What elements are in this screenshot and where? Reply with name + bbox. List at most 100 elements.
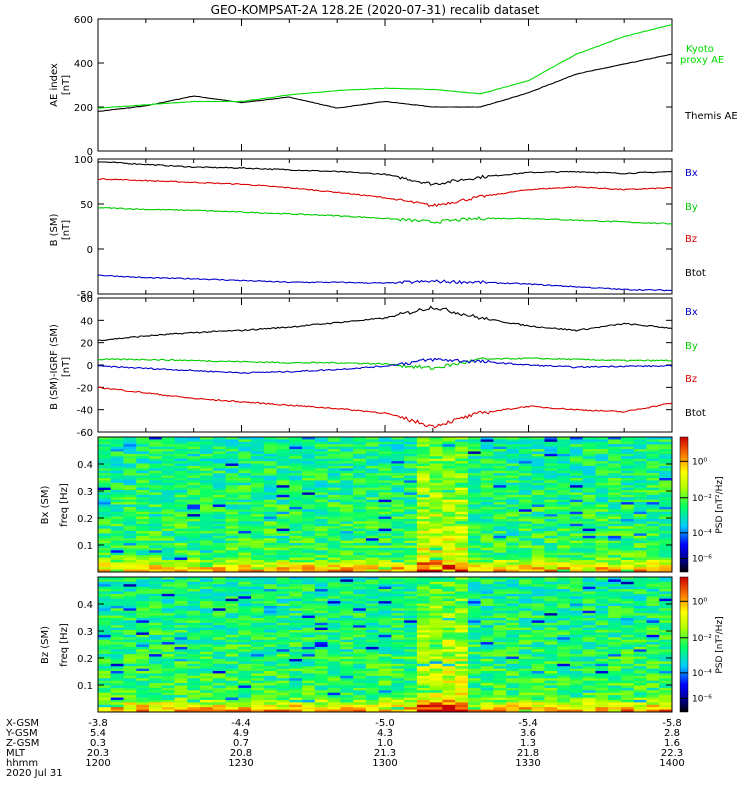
spectrogram-cell: [378, 562, 392, 566]
spectrogram-cell: [582, 470, 596, 474]
spectrogram-cell: [136, 444, 150, 448]
spectrogram-cell: [149, 511, 163, 515]
spectrogram-cell: [200, 613, 214, 617]
spectrogram-cell: [544, 637, 558, 641]
spectrogram-cell: [493, 482, 507, 486]
spectrogram-cell: [531, 446, 545, 450]
spectrogram-cell: [442, 577, 456, 580]
spectrogram-cell: [404, 504, 418, 508]
spectrogram-cell: [595, 593, 609, 597]
spectrogram-cell: [161, 673, 176, 677]
spectrogram-cell: [340, 603, 354, 607]
spectrogram-cell: [391, 598, 405, 602]
spectrogram-cell: [582, 581, 596, 585]
spectrogram-cell: [314, 646, 329, 650]
spectrogram-cell: [110, 646, 125, 650]
spectrogram-cell: [136, 446, 150, 450]
spectrogram-cell: [263, 543, 278, 546]
spectrogram-cell: [620, 506, 635, 510]
spectrogram-cell: [340, 444, 354, 448]
spectrogram-cell: [251, 526, 265, 530]
spectrogram-cell: [455, 646, 469, 650]
spectrogram-cell: [480, 473, 494, 477]
spectrogram-cell: [531, 627, 545, 631]
spectrogram-cell: [429, 477, 443, 481]
spectrogram-cell: [98, 683, 112, 686]
spectrogram-cell: [455, 661, 469, 665]
spectrogram-cell: [429, 559, 443, 563]
spectrogram-cell: [225, 502, 239, 505]
spectrogram-cell: [340, 704, 354, 708]
spectrogram-cell: [429, 456, 443, 460]
spectrogram-cell: [378, 482, 392, 486]
spectrogram-cell: [263, 692, 278, 696]
spectrogram-cell: [416, 608, 431, 612]
spectrogram-cell: [416, 589, 431, 592]
spectrogram-cell: [302, 596, 316, 600]
spectrogram-cell: [608, 473, 622, 477]
spectrogram-cell: [391, 562, 405, 566]
spectrogram-cell: [429, 482, 443, 486]
spectrogram-cell: [365, 687, 380, 691]
spectrogram-cell: [187, 444, 201, 448]
spectrogram-cell: [442, 473, 456, 477]
spectrogram-cell: [455, 598, 469, 602]
spectrogram-cell: [531, 533, 545, 537]
spectrogram-cell: [251, 699, 265, 703]
spectrogram-cell: [149, 449, 163, 452]
spectrogram-cell: [123, 707, 137, 711]
spectrogram-cell: [378, 461, 392, 465]
spectrogram-cell: [365, 613, 380, 617]
spectrogram-cell: [633, 470, 647, 474]
spectrogram-cell: [518, 630, 533, 633]
spectrogram-cell: [518, 632, 533, 636]
spectrogram-cell: [416, 550, 431, 554]
spectrogram-cell: [98, 490, 112, 493]
spectrogram-cell: [98, 651, 112, 655]
spectrogram-cell: [365, 567, 380, 571]
spectrogram-cell: [378, 699, 392, 703]
spectrogram-cell: [149, 707, 163, 711]
spectrogram-cell: [608, 610, 622, 614]
spectrogram-cell: [161, 456, 176, 460]
spectrogram-cell: [251, 644, 265, 648]
spectrogram-cell: [404, 564, 418, 568]
spectrogram-cell: [161, 678, 176, 682]
spectrogram-cell: [518, 598, 533, 602]
spectrogram-cell: [378, 654, 392, 658]
spectrogram-cell: [302, 482, 316, 486]
spectrogram-cell: [455, 482, 469, 486]
spectrogram-cell: [238, 490, 252, 493]
spectrogram-cell: [378, 446, 392, 450]
spectrogram-cell: [518, 468, 533, 472]
spectrogram-cell: [276, 601, 290, 605]
spectrogram-cell: [582, 473, 596, 477]
spectrogram-cell: [187, 649, 201, 653]
spectrogram-cell: [98, 654, 112, 658]
spectrogram-cell: [404, 531, 418, 534]
spectrogram-cell: [455, 683, 469, 686]
spectrogram-cell: [187, 598, 201, 602]
spectrogram-cell: [174, 680, 188, 684]
spectrogram-cell: [595, 458, 609, 462]
spectrogram-cell: [200, 477, 214, 481]
spectrogram-cell: [238, 504, 252, 508]
spectrogram-cell: [506, 605, 520, 609]
spectrogram-cell: [200, 538, 214, 542]
spectrogram-cell: [187, 692, 201, 696]
spectrogram-cell: [480, 506, 494, 510]
spectrogram-cell: [263, 646, 278, 650]
spectrogram-cell: [225, 637, 239, 641]
spectrogram-cell: [365, 695, 380, 699]
spectrogram-cell: [646, 555, 660, 559]
spectrogram-cell: [404, 547, 418, 551]
spectrogram-cell: [467, 449, 482, 452]
spectrogram-cell: [98, 605, 112, 609]
spectrogram-cell: [391, 678, 405, 682]
spectrogram-cell: [149, 598, 163, 602]
spectrogram-cell: [404, 540, 418, 544]
spectrogram-cell: [480, 656, 494, 660]
spectrogram-cell: [429, 494, 443, 498]
spectrogram-cell: [531, 663, 545, 667]
spectrogram-cell: [506, 589, 520, 592]
